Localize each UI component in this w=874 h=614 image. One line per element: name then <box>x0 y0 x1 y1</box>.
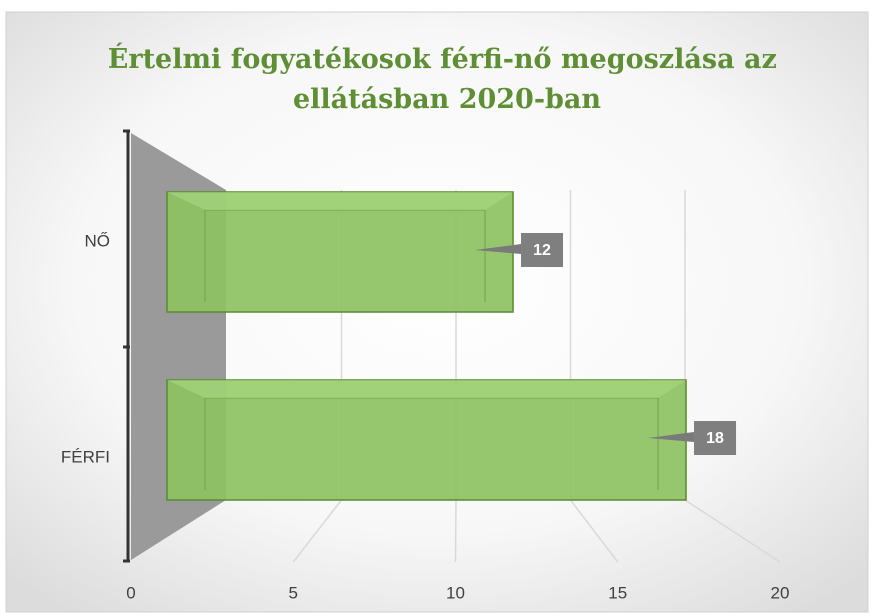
title-line: ellátásban 2020-ban <box>293 84 601 115</box>
label-box <box>694 421 737 455</box>
label-leader <box>648 432 695 442</box>
title-line: Értelmi fogyatékosok férfi-nő megoszlása… <box>108 42 777 75</box>
x-tick-label: 10 <box>446 583 465 602</box>
x-tick-label: 0 <box>126 583 135 602</box>
bar-top <box>167 192 514 210</box>
y-tick-label: NŐ <box>85 231 111 250</box>
data-label: 12 <box>533 242 551 259</box>
bar <box>166 191 514 313</box>
x-tick-label: 15 <box>608 583 627 602</box>
label-box <box>521 233 564 267</box>
chart-title: Értelmi fogyatékosok férfi-nő megoszlása… <box>108 42 786 115</box>
x-tick-label: 20 <box>771 583 790 602</box>
x-tick-label: 5 <box>289 583 298 602</box>
data-label: 18 <box>706 430 724 447</box>
bar-top <box>167 380 687 398</box>
label-leader <box>475 244 522 254</box>
y-tick-label: FÉRFI <box>61 447 110 466</box>
